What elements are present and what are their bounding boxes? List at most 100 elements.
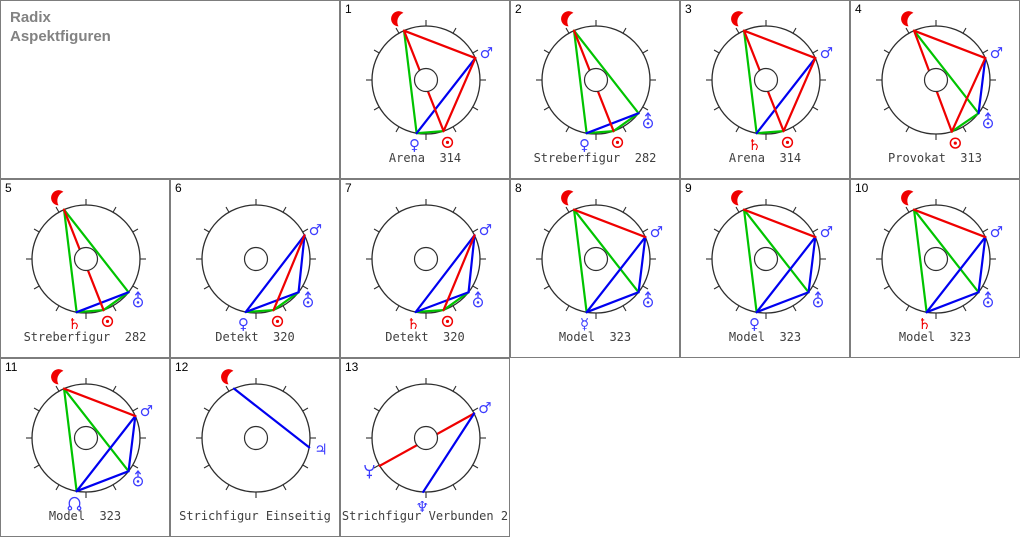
moon-icon xyxy=(221,369,234,385)
aspect-wheel: ♀ xyxy=(536,11,656,154)
figure-number: 11 xyxy=(5,360,18,374)
svg-text:♀: ♀ xyxy=(409,136,420,154)
aspect-figure-cell-5[interactable]: 5 ♄ Streberfigur 282 xyxy=(0,179,170,358)
aspect-wheel: ♂♀ xyxy=(196,199,322,333)
aspect-figure-cell-6[interactable]: 6 ♂ ♀ Detekt 320 xyxy=(170,179,340,358)
moon-icon xyxy=(51,190,64,206)
sun-icon xyxy=(441,315,454,328)
saturn-icon: ♄ xyxy=(68,315,81,333)
figure-caption: Arena 314 xyxy=(388,151,462,165)
uranus-icon xyxy=(472,290,484,308)
node-icon xyxy=(67,496,82,511)
svg-text:♀: ♀ xyxy=(579,136,590,154)
uranus-icon xyxy=(642,111,654,129)
aspect-figure-cell-3[interactable]: 3 ♂ ♄ Arena 314 xyxy=(680,0,850,179)
aspect-wheel: ♂ xyxy=(26,369,153,511)
pluto-icon xyxy=(364,464,375,479)
svg-text:♀: ♀ xyxy=(749,315,760,333)
venus-icon: ♀ xyxy=(238,315,249,333)
figure-caption: Model 323 xyxy=(728,330,802,344)
mars-icon: ♂ xyxy=(480,44,493,62)
aspect-figure-cell-10[interactable]: 10 ♂ ♄ Model 323 xyxy=(850,179,1020,358)
svg-text:♀: ♀ xyxy=(238,315,249,333)
sun-icon xyxy=(781,136,794,149)
figure-number: 3 xyxy=(685,2,692,16)
mars-icon: ♂ xyxy=(820,44,833,62)
aspect-figure-cell-1[interactable]: 1 ♂ ♀ Arena 314 xyxy=(340,0,510,179)
figure-caption: Strichfigur Verbunden 2 xyxy=(341,509,509,523)
svg-text:♂: ♂ xyxy=(309,221,322,239)
aspect-wheel: ♂♀ xyxy=(706,190,833,333)
figure-caption: Streberfigur 282 xyxy=(23,330,147,344)
svg-text:♂: ♂ xyxy=(990,223,1003,241)
mars-icon: ♂ xyxy=(990,223,1003,241)
svg-text:☿: ☿ xyxy=(580,315,589,333)
page-title: Radix xyxy=(10,9,51,26)
figure-caption: Model 323 xyxy=(48,509,122,523)
figure-caption: Detekt 320 xyxy=(385,330,465,344)
svg-text:♂: ♂ xyxy=(820,44,833,62)
saturn-icon: ♄ xyxy=(748,136,761,154)
sun-icon xyxy=(101,315,114,328)
mercury-icon: ☿ xyxy=(580,315,589,333)
figure-caption: Detekt 320 xyxy=(215,330,295,344)
moon-icon xyxy=(731,11,744,27)
mars-icon: ♂ xyxy=(309,221,322,239)
aspect-wheel: ♄ xyxy=(26,190,146,333)
uranus-icon xyxy=(132,469,144,487)
mars-icon: ♂ xyxy=(650,223,663,241)
aspect-figure-cell-8[interactable]: 8 ♂ ☿ Model 323 xyxy=(510,179,680,358)
aspect-figure-cell-12[interactable]: 12 ♃ Strichfigur Einseitig xyxy=(170,358,340,537)
aspect-wheel: ♂♄ xyxy=(366,199,492,333)
svg-text:♂: ♂ xyxy=(990,44,1003,62)
moon-icon xyxy=(901,11,914,27)
sun-icon xyxy=(271,315,284,328)
figure-number: 13 xyxy=(345,360,359,374)
uranus-icon xyxy=(812,290,824,308)
aspect-figure-cell-2[interactable]: 2 ♀ Streberfigur 282 xyxy=(510,0,680,179)
moon-icon xyxy=(561,190,574,206)
aspect-figure-cell-4[interactable]: 4 ♂ Provokat 313 xyxy=(850,0,1020,179)
venus-icon: ♀ xyxy=(749,315,760,333)
uranus-icon xyxy=(982,111,994,129)
venus-icon: ♀ xyxy=(579,136,590,154)
sun-icon xyxy=(949,137,961,149)
moon-icon xyxy=(391,11,404,27)
uranus-icon xyxy=(302,290,314,308)
uranus-icon xyxy=(982,290,994,308)
figure-number: 9 xyxy=(685,181,692,195)
figure-number: 6 xyxy=(175,181,182,195)
mars-icon: ♂ xyxy=(479,221,492,239)
figure-number: 1 xyxy=(345,2,352,16)
svg-text:♃: ♃ xyxy=(314,441,327,459)
mars-icon: ♂ xyxy=(478,399,491,417)
aspect-wheel: ♂♄ xyxy=(876,190,1003,333)
saturn-icon: ♄ xyxy=(918,315,931,333)
aspect-figure-cell-9[interactable]: 9 ♂ ♀ Model 323 xyxy=(680,179,850,358)
aspect-figure-cell-13[interactable]: 13 ♂ ♆ Strichfigur Verbunden 2 xyxy=(340,358,510,537)
page-subtitle: Aspektfiguren xyxy=(10,28,111,45)
uranus-icon xyxy=(642,290,654,308)
svg-text:♂: ♂ xyxy=(478,399,491,417)
aspect-wheel: ♃ xyxy=(196,369,328,498)
moon-icon xyxy=(51,369,64,385)
figure-caption: Streberfigur 282 xyxy=(533,151,657,165)
figure-caption: Arena 314 xyxy=(728,151,802,165)
figure-number: 8 xyxy=(515,181,522,195)
svg-text:♄: ♄ xyxy=(68,315,81,333)
svg-text:♂: ♂ xyxy=(140,402,153,420)
figure-caption: Strichfigur Einseitig xyxy=(179,509,331,523)
aspect-wheel: ♂☿ xyxy=(536,190,663,333)
svg-text:♂: ♂ xyxy=(820,223,833,241)
svg-text:♂: ♂ xyxy=(480,44,493,62)
figure-number: 12 xyxy=(175,360,189,374)
aspect-wheel: ♂♆ xyxy=(364,378,492,516)
figure-number: 7 xyxy=(345,181,352,195)
figure-number: 4 xyxy=(855,2,862,16)
svg-text:♄: ♄ xyxy=(407,315,420,333)
aspect-figure-cell-11[interactable]: 11 ♂ Model 323 xyxy=(0,358,170,537)
figure-caption: Provokat 313 xyxy=(888,151,982,165)
saturn-icon: ♄ xyxy=(407,315,420,333)
aspect-figure-cell-7[interactable]: 7 ♂ ♄ Detekt 320 xyxy=(340,179,510,358)
